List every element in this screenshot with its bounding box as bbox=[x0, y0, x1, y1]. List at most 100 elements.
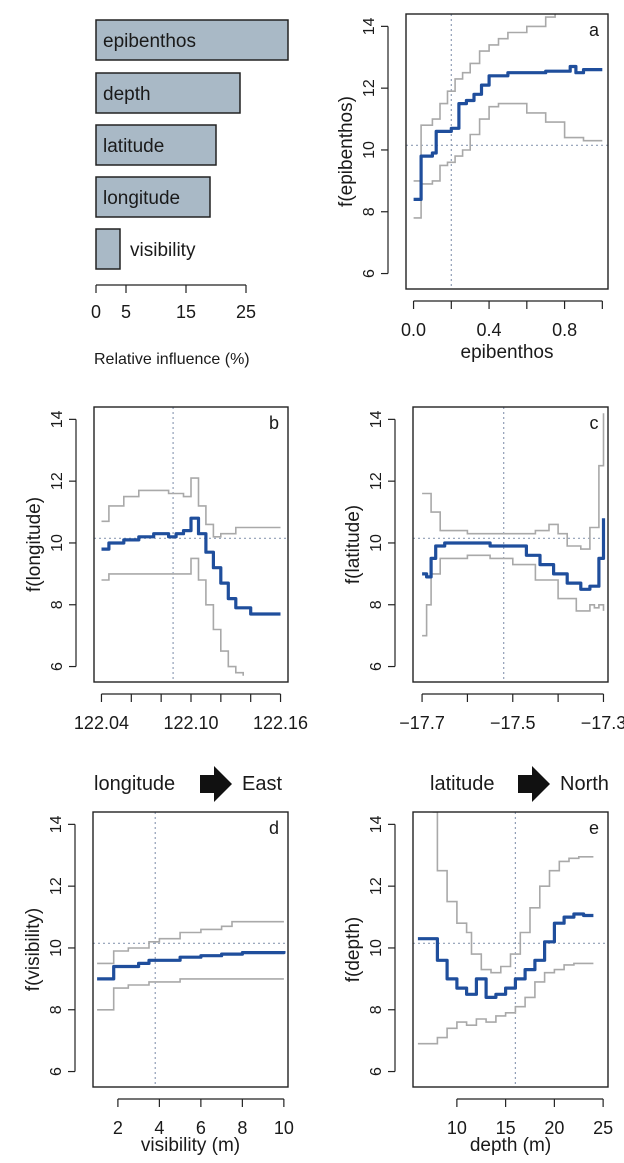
influence-x-tick-label-15: 15 bbox=[176, 302, 196, 322]
panel-d-upper-line bbox=[97, 920, 284, 965]
panel-b-x-axis-label: longitude bbox=[94, 773, 175, 795]
panel-e-label: e bbox=[589, 818, 599, 838]
influence-bar-label-longitude: longitude bbox=[103, 188, 180, 209]
panel-e-lower-line bbox=[417, 962, 594, 1045]
panel-b-y-tick-label-14: 14 bbox=[49, 410, 66, 428]
panel-a-upper-line bbox=[413, 14, 556, 182]
panel-e-y-tick-label-14: 14 bbox=[368, 815, 385, 833]
panel-d-x-tick-label-8: 8 bbox=[237, 1118, 247, 1138]
influence-bar-depth bbox=[95, 72, 241, 114]
panel-d-x-tick-label-10: 10 bbox=[274, 1118, 294, 1138]
panel-c-label: c bbox=[590, 413, 599, 433]
panel-e-y-tick-label-10: 10 bbox=[368, 939, 385, 957]
panel-b-y-tick-label-10: 10 bbox=[49, 534, 66, 552]
panel-d-y-tick-label-14: 14 bbox=[48, 815, 65, 833]
panel-c-fit-line bbox=[422, 518, 606, 591]
panel-c-x-tick-label-−17.7: −17.7 bbox=[399, 713, 445, 733]
panel-d-lower-line bbox=[97, 978, 284, 1011]
panel-a-lower-line bbox=[413, 102, 603, 219]
panel-b-x-tick-label-122.16: 122.16 bbox=[253, 713, 308, 733]
panel-c-y-tick-label-12: 12 bbox=[368, 472, 385, 490]
panel-c: c 6 8 10 12 14 f(latitude) −17.7 −17.5 −17.3 latit… bbox=[343, 406, 624, 802]
panel-c-series bbox=[422, 413, 606, 637]
panel-c-y-axis-label: f(latitude) bbox=[343, 505, 364, 584]
panel-d-series bbox=[97, 920, 286, 1011]
influence-bar-label-epibenthos: epibenthos bbox=[103, 31, 196, 52]
panel-a-y-tick-label-6: 6 bbox=[361, 269, 378, 278]
panel-b-frame bbox=[93, 406, 289, 683]
panel-e-x-tick-label-10: 10 bbox=[447, 1118, 467, 1138]
panel-c-x-tick-label-−17.5: −17.5 bbox=[490, 713, 536, 733]
panel-c-upper-line bbox=[422, 413, 605, 550]
panel-c-x-axis-label: latitude bbox=[430, 773, 495, 795]
influence-x-axis-label: Relative influence (%) bbox=[94, 351, 250, 368]
panel-b-label: b bbox=[269, 413, 279, 433]
panel-e-y-tick-label-6: 6 bbox=[368, 1067, 385, 1076]
panel-b-upper-line bbox=[101, 477, 281, 538]
panel-c-y-tick-label-14: 14 bbox=[368, 410, 385, 428]
panel-a: a 6 8 10 12 14 f(epibenthos) 0.0 0.4 0.8epibentho… bbox=[336, 13, 609, 363]
panel-c-direction-label: North bbox=[560, 773, 609, 795]
influence-bar-chart: epibenthos depth latitude longitude visibili… bbox=[91, 19, 289, 368]
panel-b-y-tick-label-12: 12 bbox=[49, 472, 66, 490]
panel-b-y-axis-label: f(longitude) bbox=[24, 497, 45, 592]
panel-d-x-tick-label-4: 4 bbox=[154, 1118, 164, 1138]
influence-bar-epibenthos bbox=[95, 19, 289, 61]
panel-d-y-axis-label: f(visibility) bbox=[23, 908, 44, 991]
panel-c-x-tick-label-−17.3: −17.3 bbox=[581, 713, 624, 733]
panel-d-x-tick-label-2: 2 bbox=[113, 1118, 123, 1138]
panel-b-fit-line bbox=[101, 516, 281, 616]
panel-d-y-tick-label-8: 8 bbox=[48, 1005, 65, 1014]
panel-e-fit-line bbox=[417, 912, 594, 999]
panel-a-x-tick-label-0.8: 0.8 bbox=[552, 320, 577, 340]
panel-e-x-tick-label-25: 25 bbox=[593, 1118, 613, 1138]
panel-e-x-tick-label-15: 15 bbox=[496, 1118, 516, 1138]
panel-a-label: a bbox=[589, 20, 600, 40]
panel-e-y-tick-label-12: 12 bbox=[368, 877, 385, 895]
influence-x-tick-label-25: 25 bbox=[236, 302, 256, 322]
panel-c-frame bbox=[412, 406, 609, 683]
panel-e-y-axis-label: f(depth) bbox=[343, 917, 364, 982]
panel-c-lower-line bbox=[422, 554, 605, 637]
influence-bar-latitude bbox=[95, 124, 217, 166]
panel-c-y-tick-label-6: 6 bbox=[368, 662, 385, 671]
panel-d: d 6 8 10 12 14 f(visibility) 2 4 6 8 10 visibility (… bbox=[23, 811, 294, 1156]
panel-d-y-tick-label-6: 6 bbox=[48, 1067, 65, 1076]
influence-bar-label-latitude: latitude bbox=[103, 136, 164, 157]
panel-a-x-tick-label-0.4: 0.4 bbox=[477, 320, 502, 340]
arrow-right-icon bbox=[200, 766, 232, 802]
panel-e-series bbox=[417, 812, 594, 1045]
panel-a-frame bbox=[405, 13, 609, 290]
panel-b: b 6 8 10 12 14 f(longitude) 122.04 122.10 122.16 l… bbox=[24, 406, 308, 802]
panel-d-y-tick-label-10: 10 bbox=[48, 939, 65, 957]
panel-e-upper-line bbox=[432, 812, 594, 974]
panel-d-x-axis-label: visibility (m) bbox=[141, 1135, 240, 1156]
influence-x-tick-label-5: 5 bbox=[121, 302, 131, 322]
arrow-right-icon bbox=[518, 766, 550, 802]
panel-c-y-tick-label-10: 10 bbox=[368, 534, 385, 552]
influence-bar-label-visibility: visibility bbox=[130, 240, 196, 261]
panel-b-lower-line bbox=[101, 557, 244, 676]
panel-b-direction-label: East bbox=[242, 773, 282, 795]
panel-e-frame bbox=[412, 811, 609, 1088]
panel-a-series bbox=[413, 14, 603, 219]
panel-d-y-tick-label-12: 12 bbox=[48, 877, 65, 895]
panel-c-y-tick-label-8: 8 bbox=[368, 600, 385, 609]
panel-e-x-tick-label-20: 20 bbox=[544, 1118, 564, 1138]
panel-a-fit-line bbox=[413, 64, 603, 201]
panel-a-x-tick-label-0.0: 0.0 bbox=[401, 320, 426, 340]
influence-bar-label-depth: depth bbox=[103, 84, 151, 105]
panel-a-y-axis-label: f(epibenthos) bbox=[336, 96, 357, 207]
panel-b-series bbox=[101, 477, 281, 676]
panel-b-y-tick-label-8: 8 bbox=[49, 600, 66, 609]
influence-bar-visibility bbox=[95, 228, 121, 270]
panel-d-frame bbox=[92, 811, 289, 1088]
influence-bar-longitude bbox=[95, 176, 211, 218]
panel-e-x-axis-label: depth (m) bbox=[470, 1135, 551, 1156]
panel-a-x-axis-label: epibenthos bbox=[461, 342, 554, 363]
panel-a-y-tick-label-14: 14 bbox=[361, 17, 378, 35]
panel-a-y-tick-label-12: 12 bbox=[361, 79, 378, 97]
panel-d-x-tick-label-6: 6 bbox=[196, 1118, 206, 1138]
